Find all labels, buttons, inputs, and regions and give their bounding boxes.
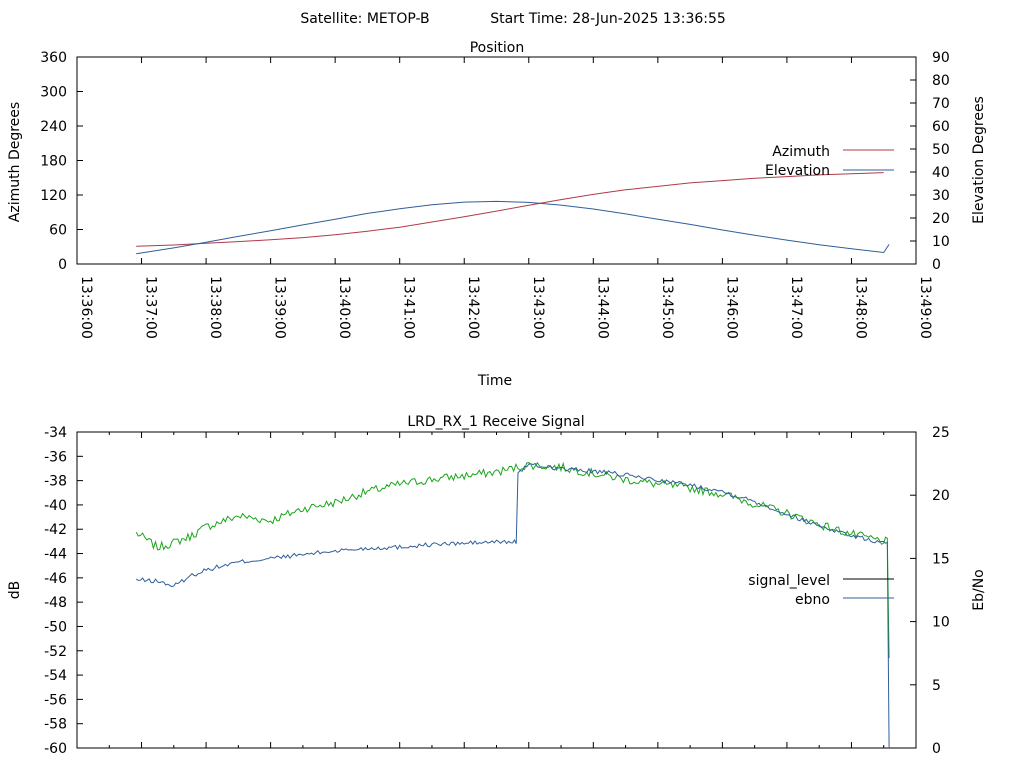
signal-y2tick-label: 15 bbox=[932, 551, 950, 567]
position-ytick-label: 240 bbox=[40, 119, 67, 135]
legend-ebno-label: ebno bbox=[795, 592, 830, 608]
position-ytick-label: 0 bbox=[58, 257, 67, 273]
signal-ytick-label: -50 bbox=[44, 619, 67, 635]
position-xtick-label: 13:41:00 bbox=[401, 276, 417, 339]
position-ytick-label: 360 bbox=[40, 50, 67, 66]
position-y2tick-label: 40 bbox=[932, 165, 950, 181]
signal-ytick-label: -52 bbox=[44, 644, 67, 660]
position-xtick-label: 13:42:00 bbox=[465, 276, 481, 339]
position-y2tick-label: 90 bbox=[932, 50, 950, 66]
signal-y2tick-label: 10 bbox=[932, 615, 950, 631]
position-ytick-label: 120 bbox=[40, 188, 67, 204]
position-y2tick-label: 80 bbox=[932, 73, 950, 89]
signal-y2tick-label: 25 bbox=[932, 425, 950, 441]
signal-ytick-label: -56 bbox=[44, 692, 67, 708]
signal-ytick-label: -36 bbox=[44, 449, 67, 465]
legend-signal-level-label: signal_level bbox=[748, 573, 830, 589]
signal-y2label: Eb/No bbox=[971, 569, 987, 611]
position-y2tick-label: 20 bbox=[932, 211, 950, 227]
position-chart-title: Position bbox=[470, 40, 525, 56]
signal-chart-area: -34 -36 -38 -40 -42 -44 -46 -48 -50 -52 -54 -56 -58 -… bbox=[44, 425, 950, 757]
position-xtick-label: 13:40:00 bbox=[336, 276, 352, 339]
position-series-elevation bbox=[136, 200, 890, 255]
position-ytick-label: 300 bbox=[40, 85, 67, 101]
signal-y2tick-label: 5 bbox=[932, 678, 941, 694]
position-ytick-label: 180 bbox=[40, 154, 67, 170]
position-y2tick-label: 10 bbox=[932, 234, 950, 250]
signal-ytick-label: -46 bbox=[44, 571, 67, 587]
position-y2tick-label: 60 bbox=[932, 119, 950, 135]
start-time-label: Start Time: 28-Jun-2025 13:36:55 bbox=[490, 11, 726, 27]
position-series-azimuth bbox=[136, 172, 884, 247]
satellite-label: Satellite: METOP-B bbox=[300, 11, 429, 27]
position-y2tick-label: 0 bbox=[932, 257, 941, 273]
signal-series-signal-level bbox=[135, 461, 890, 659]
signal-ytick-label: -38 bbox=[44, 474, 67, 490]
position-ylabel: Azimuth Degrees bbox=[7, 102, 23, 222]
position-xtick-label: 13:48:00 bbox=[852, 276, 868, 339]
signal-legend: signal_level ebno bbox=[748, 573, 894, 608]
signal-ytick-label: -34 bbox=[44, 425, 67, 441]
position-xtick-label: 13:49:00 bbox=[917, 276, 933, 339]
position-xlabel: Time bbox=[477, 373, 512, 389]
position-xtick-label: 13:44:00 bbox=[594, 276, 610, 339]
position-xtick-label: 13:36:00 bbox=[78, 276, 94, 339]
position-xtick-label: 13:43:00 bbox=[530, 276, 546, 339]
position-xtick-label: 13:39:00 bbox=[272, 276, 288, 339]
position-y2tick-label: 50 bbox=[932, 142, 950, 158]
signal-y2tick-label: 0 bbox=[932, 741, 941, 757]
position-legend: Azimuth Elevation bbox=[765, 144, 894, 179]
signal-series-ebno bbox=[135, 462, 890, 749]
position-y2tick-label: 70 bbox=[932, 96, 950, 112]
signal-chart-title: LRD_RX_1 Receive Signal bbox=[407, 414, 584, 430]
legend-azimuth-label: Azimuth bbox=[772, 144, 830, 160]
signal-ytick-label: -60 bbox=[44, 741, 67, 757]
signal-ylabel: dB bbox=[7, 581, 23, 600]
signal-ytick-label: -44 bbox=[44, 547, 67, 563]
signal-plot-frame bbox=[76, 431, 917, 749]
signal-ytick-label: -48 bbox=[44, 595, 67, 611]
signal-ytick-label: -58 bbox=[44, 717, 67, 733]
position-xtick-label: 13:47:00 bbox=[788, 276, 804, 339]
position-xtick-label: 13:38:00 bbox=[207, 276, 223, 339]
position-xtick-label: 13:45:00 bbox=[659, 276, 675, 339]
position-plot-frame bbox=[76, 56, 917, 265]
signal-ytick-label: -42 bbox=[44, 522, 67, 538]
position-chart-area: 0 60 120 180 240 300 360 0 10 20 30 40 50 60 70 80 90 13:… bbox=[40, 50, 950, 339]
legend-elevation-label: Elevation bbox=[765, 163, 830, 179]
position-y2tick-label: 30 bbox=[932, 188, 950, 204]
signal-ytick-label: -40 bbox=[44, 498, 67, 514]
position-y2label: Elevation Degrees bbox=[971, 96, 987, 224]
position-xtick-label: 13:46:00 bbox=[723, 276, 739, 339]
signal-ytick-label: -54 bbox=[44, 668, 67, 684]
position-xtick-label: 13:37:00 bbox=[143, 276, 159, 339]
signal-y2tick-label: 20 bbox=[932, 488, 950, 504]
position-ytick-label: 60 bbox=[49, 223, 67, 239]
